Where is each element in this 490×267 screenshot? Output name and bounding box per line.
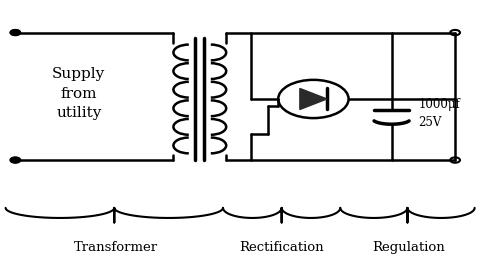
Circle shape [10, 30, 20, 35]
Text: Transformer: Transformer [74, 241, 158, 254]
Text: 1000μf
25V: 1000μf 25V [418, 98, 460, 129]
Polygon shape [300, 88, 327, 109]
Text: Regulation: Regulation [372, 241, 445, 254]
Text: Rectification: Rectification [239, 241, 324, 254]
Circle shape [10, 158, 20, 163]
Text: Supply
from
utility: Supply from utility [52, 67, 105, 120]
